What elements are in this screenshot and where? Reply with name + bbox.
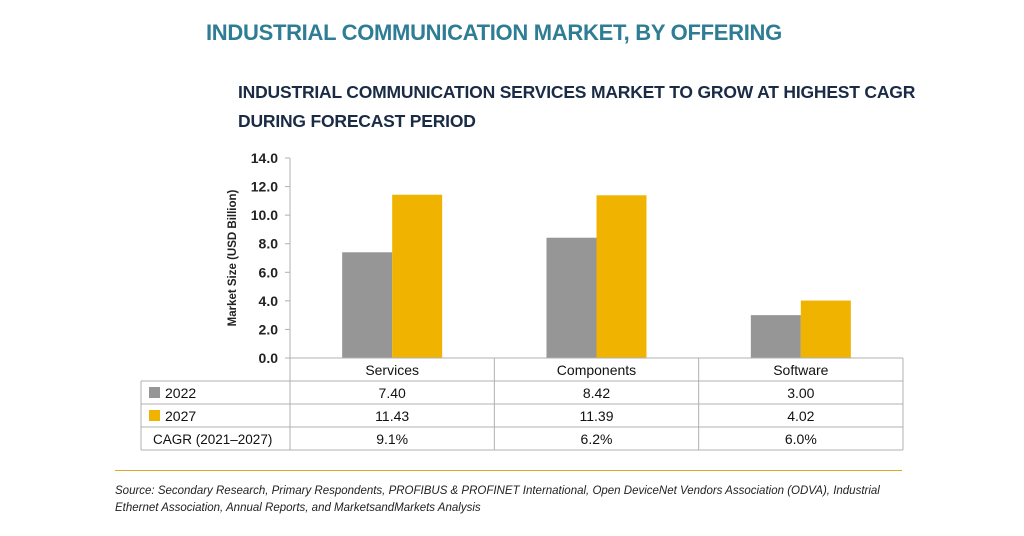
y-tick-label: 4.0 — [259, 293, 279, 309]
y-tick-label: 6.0 — [259, 264, 279, 280]
bar-2022-services — [342, 252, 393, 358]
x-tick-label: Services — [365, 362, 419, 378]
y-axis-label: Market Size (USD Billion) — [227, 189, 239, 326]
legend-label: 2027 — [165, 408, 196, 424]
cagr-value: 6.2% — [581, 431, 613, 447]
x-tick-label: Components — [557, 362, 636, 378]
cagr-value: 9.1% — [376, 431, 408, 447]
y-tick-label: 2.0 — [259, 321, 279, 337]
y-tick-label: 14.0 — [251, 150, 278, 166]
y-tick-label: 0.0 — [259, 350, 279, 366]
page-title: INDUSTRIAL COMMUNICATION MARKET, BY OFFE… — [206, 20, 782, 45]
footer-divider — [115, 470, 902, 471]
data-label: 8.42 — [583, 385, 610, 401]
bar-2027-components — [596, 195, 647, 358]
legend-label: 2022 — [165, 385, 196, 401]
cagr-value: 6.0% — [785, 431, 817, 447]
legend-swatch-2022 — [149, 387, 160, 398]
bar-2027-software — [800, 300, 851, 358]
source-note: Source: Secondary Research, Primary Resp… — [115, 485, 880, 514]
cagr-label: CAGR (2021–2027) — [153, 432, 272, 447]
data-label: 4.02 — [787, 408, 814, 424]
bar-2022-software — [750, 315, 801, 358]
x-tick-label: Software — [773, 362, 828, 378]
data-label: 11.43 — [375, 408, 409, 424]
bar-2027-services — [392, 194, 443, 358]
data-label: 11.39 — [580, 408, 614, 424]
chart-subtitle: INDUSTRIAL COMMUNICATION SERVICES MARKET… — [238, 82, 916, 131]
y-tick-label: 10.0 — [251, 207, 278, 223]
data-label: 7.40 — [379, 385, 406, 401]
legend-swatch-2027 — [149, 410, 160, 421]
y-tick-label: 8.0 — [259, 236, 279, 252]
data-label: 3.00 — [787, 385, 814, 401]
y-tick-label: 12.0 — [251, 179, 278, 195]
bar-2022-components — [546, 237, 597, 358]
